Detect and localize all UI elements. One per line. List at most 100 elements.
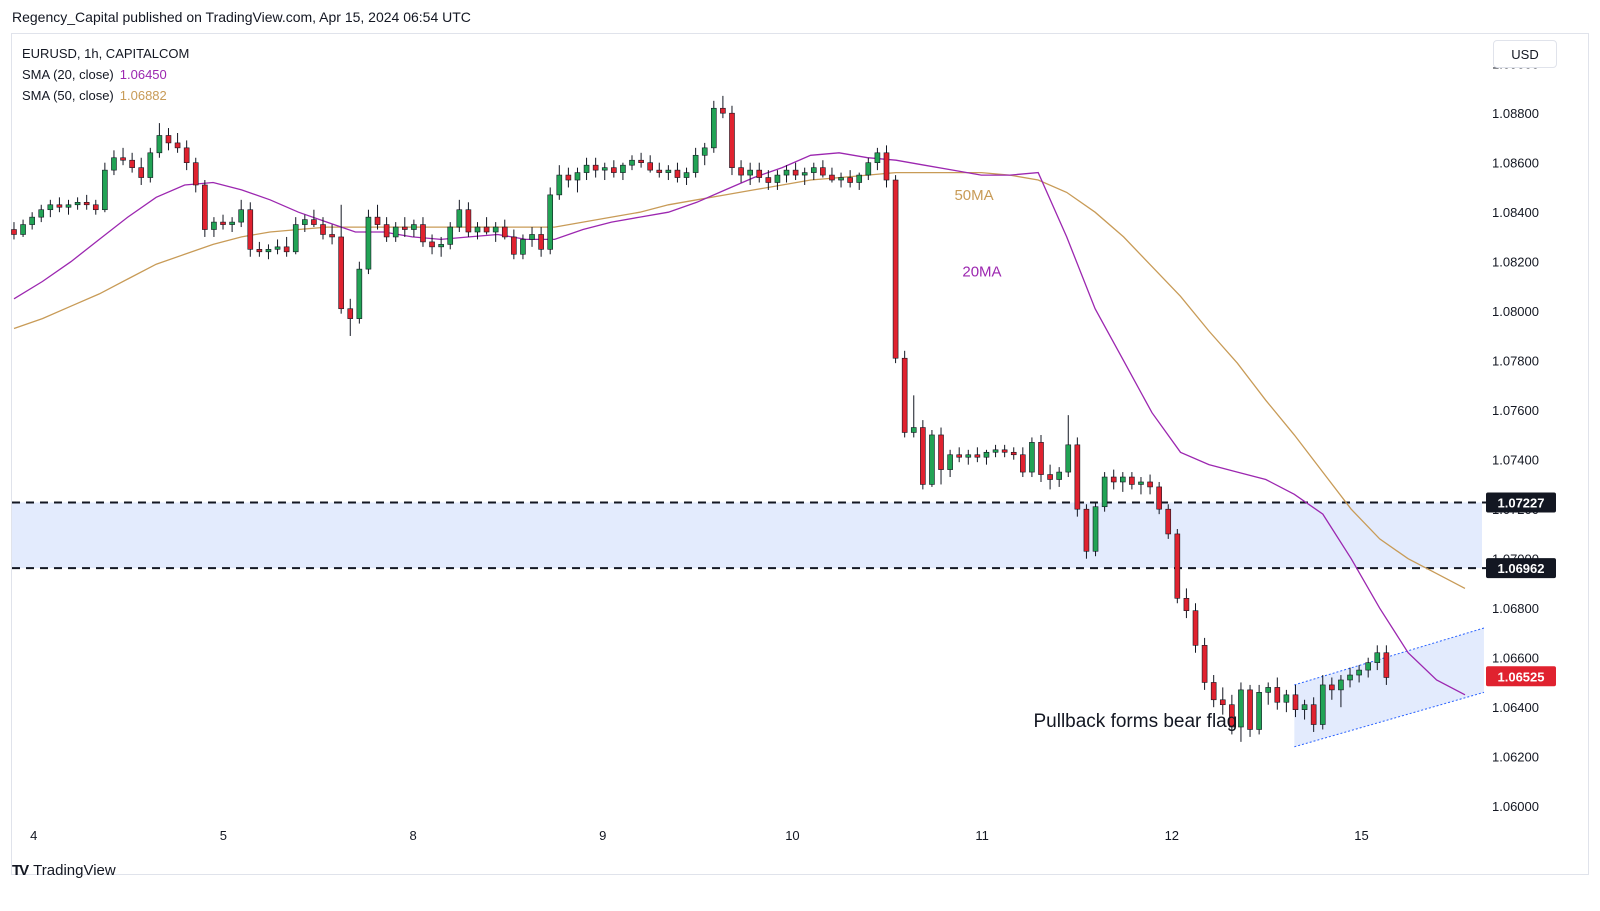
candle-body <box>801 172 808 176</box>
candle <box>547 187 554 255</box>
candle-body <box>1083 508 1090 552</box>
annotation-2: Pullback forms bear flag <box>1033 711 1237 732</box>
candle-body <box>74 202 81 206</box>
y-tick-label: 1.07600 <box>1492 403 1539 418</box>
candle <box>265 244 272 260</box>
x-tick-label: 8 <box>409 828 416 843</box>
candle <box>556 165 563 200</box>
candle <box>729 105 735 176</box>
candle <box>756 162 763 183</box>
candle <box>638 152 644 168</box>
candle <box>274 239 281 255</box>
price-marker-2: 1.06525 <box>1486 666 1556 687</box>
candle <box>720 95 726 119</box>
candle-body <box>1319 684 1326 725</box>
candle <box>1256 684 1262 735</box>
candle-body <box>1292 694 1299 710</box>
candle <box>447 222 454 250</box>
candle-body <box>411 224 417 230</box>
candle-body <box>229 221 235 225</box>
y-tick-label: 1.07400 <box>1492 453 1539 468</box>
candle <box>83 194 90 210</box>
candle <box>247 202 254 257</box>
y-tick-label: 1.06400 <box>1492 700 1539 715</box>
candle <box>1374 645 1381 671</box>
candle-body <box>238 209 244 223</box>
tradingview-logo[interactable]: TV TradingView <box>12 862 116 879</box>
candle <box>1283 689 1290 713</box>
candle <box>456 199 463 232</box>
candle <box>192 157 199 193</box>
candle-body <box>611 167 617 173</box>
candle-body <box>292 224 299 253</box>
candle <box>1229 694 1235 735</box>
tradingview-logo-text: TradingView <box>33 862 116 879</box>
candle <box>665 165 672 181</box>
candle-body <box>901 357 908 433</box>
candle-body <box>620 164 626 173</box>
candle-body <box>1029 442 1035 473</box>
candle <box>492 222 499 242</box>
candle <box>856 172 863 190</box>
candle-body <box>547 194 554 250</box>
candle <box>738 160 744 183</box>
candle-body <box>401 226 408 230</box>
candle-body <box>829 174 835 181</box>
candle-body <box>338 236 344 310</box>
candle-body <box>183 147 190 164</box>
candle-body <box>129 159 135 168</box>
candle-body <box>356 268 363 319</box>
candle-body <box>929 434 935 485</box>
candle-body <box>83 202 90 206</box>
price-marker-label: 1.07227 <box>1498 496 1545 511</box>
candle <box>529 227 535 247</box>
candle-body <box>920 427 926 485</box>
candle-body <box>792 169 799 176</box>
candle <box>120 147 126 166</box>
candle <box>1356 665 1362 683</box>
candle-body <box>374 216 381 225</box>
candle-body <box>692 154 699 173</box>
legend-sma50-label: SMA (50, close) <box>22 88 114 103</box>
candle-body <box>65 204 72 208</box>
candle-body <box>638 159 644 164</box>
y-tick-label: 1.06200 <box>1492 750 1539 765</box>
candle-body <box>1174 533 1181 599</box>
candle-body <box>1092 506 1099 552</box>
candle-body <box>847 177 853 183</box>
candle <box>392 222 399 242</box>
candle <box>1383 645 1390 685</box>
y-tick-label: 1.06800 <box>1492 601 1539 616</box>
candle <box>411 219 417 237</box>
candle-body <box>302 219 308 225</box>
price-marker-1: 1.06962 <box>1486 558 1556 579</box>
candle <box>56 197 63 213</box>
candle <box>220 214 226 230</box>
candle-body <box>656 169 663 173</box>
candle <box>420 217 426 247</box>
candle <box>1247 684 1253 737</box>
legend-sma20[interactable]: SMA (20, close) 1.06450 <box>22 64 189 85</box>
candle-body <box>1265 687 1272 693</box>
currency-button[interactable]: USD <box>1493 40 1557 68</box>
candle <box>374 204 381 230</box>
candle <box>1192 603 1199 653</box>
price-marker-label: 1.06962 <box>1498 561 1545 576</box>
candle <box>601 162 608 181</box>
candle-body <box>583 164 590 173</box>
candle-body <box>1192 610 1199 646</box>
legend-sma50[interactable]: SMA (50, close) 1.06882 <box>22 85 189 106</box>
candle-body <box>892 179 899 359</box>
tradingview-logo-icon: TV <box>12 862 29 879</box>
candle-body <box>1256 692 1262 730</box>
candle <box>1338 675 1344 708</box>
candle-body <box>20 224 26 235</box>
candle-body <box>938 434 944 470</box>
candle <box>865 157 872 181</box>
candle <box>383 217 390 242</box>
candle <box>1047 464 1053 490</box>
legend-symbol[interactable]: EURUSD, 1h, CAPITALCOM <box>22 46 190 61</box>
candle <box>474 222 481 240</box>
y-tick-label: 1.06000 <box>1492 799 1539 814</box>
